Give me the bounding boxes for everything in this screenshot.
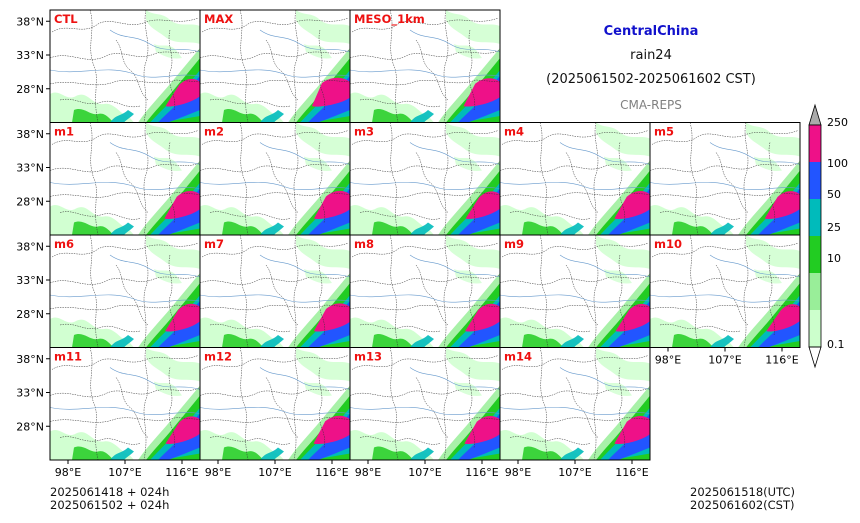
- colorbar-tick-label: 0.1: [827, 338, 845, 351]
- panel-map: m13: [349, 347, 501, 461]
- figure-variable: rain24: [630, 48, 672, 63]
- colorbar-tick-label: 25: [827, 221, 841, 234]
- colorbar: 0.1 10 25 50 100 250: [808, 103, 848, 369]
- lon-tick-label: 98°E: [55, 466, 81, 479]
- panel-label: m11: [54, 350, 82, 364]
- panel-label: m8: [354, 237, 374, 251]
- panel-map: m8: [349, 234, 501, 348]
- lat-tick-label: 33°N: [16, 387, 44, 400]
- colorbar-over-arrow: [808, 103, 822, 126]
- panel-label: m4: [504, 125, 524, 139]
- panel-map: CTL: [49, 9, 201, 123]
- panel-label: MAX: [204, 12, 233, 26]
- lat-tick-label: 33°N: [16, 49, 44, 62]
- panel-map: m6: [49, 234, 201, 348]
- lat-tick-label: 28°N: [16, 195, 44, 208]
- lon-tick-label: 107°E: [108, 466, 141, 479]
- lon-tick-label: 98°E: [505, 466, 531, 479]
- panel-label: m1: [54, 125, 74, 139]
- panel-label: m12: [204, 350, 232, 364]
- colorbar-tick-label: 250: [827, 116, 848, 129]
- panel-map: MESO_1km: [349, 9, 501, 123]
- lon-tick-label: 107°E: [708, 354, 741, 367]
- panel-map: MAX: [199, 9, 351, 123]
- figure-title: CentralChina: [603, 24, 699, 39]
- panel-label: m9: [504, 237, 524, 251]
- panel-label: MESO_1km: [354, 12, 425, 27]
- colorbar-segment: [809, 162, 821, 199]
- lon-tick-label: 116°E: [165, 466, 198, 479]
- colorbar-tick-label: 10: [827, 252, 841, 265]
- lon-tick-label: 98°E: [355, 466, 381, 479]
- panel-map: m1: [49, 122, 201, 236]
- colorbar-under-arrow: [808, 346, 822, 369]
- lat-tick-label: 33°N: [16, 274, 44, 287]
- panel-label: m14: [504, 350, 532, 364]
- colorbar-segment: [809, 125, 821, 162]
- panel-label: m2: [204, 125, 224, 139]
- footer-init-cst: 2025061502 + 024h: [50, 498, 170, 512]
- panel-map: m4: [499, 122, 651, 236]
- panel-label: m3: [354, 125, 374, 139]
- lon-tick-label: 98°E: [205, 466, 231, 479]
- footer-init-utc: 2025061418 + 024h: [50, 485, 170, 499]
- panel-label: m7: [204, 237, 224, 251]
- colorbar-tick-label: 100: [827, 157, 848, 170]
- lat-tick-label: 38°N: [16, 240, 44, 253]
- colorbar-segment: [809, 199, 821, 236]
- figure-period: (2025061502-2025061602 CST): [546, 72, 756, 87]
- lon-tick-label: 116°E: [315, 466, 348, 479]
- footer-valid-utc: 2025061518(UTC): [690, 485, 795, 499]
- panel-label: CTL: [54, 12, 78, 26]
- lon-tick-label: 107°E: [558, 466, 591, 479]
- lat-tick-label: 28°N: [16, 83, 44, 96]
- panel-map: m10: [649, 234, 801, 348]
- colorbar-tick-label: 50: [827, 188, 841, 201]
- lon-tick-label: 107°E: [258, 466, 291, 479]
- panel-map: m9: [499, 234, 651, 348]
- lon-tick-label: 116°E: [765, 354, 798, 367]
- lat-tick-label: 28°N: [16, 308, 44, 321]
- lat-tick-label: 38°N: [16, 15, 44, 28]
- panel-map: m14: [499, 347, 651, 461]
- lon-tick-label: 116°E: [465, 466, 498, 479]
- lon-tick-label: 107°E: [408, 466, 441, 479]
- panel-map: m3: [349, 122, 501, 236]
- panel-label: m6: [54, 237, 74, 251]
- panel-map: m5: [649, 122, 801, 236]
- figure-source: CMA-REPS: [620, 98, 682, 112]
- lon-tick-label: 116°E: [615, 466, 648, 479]
- colorbar-segment: [809, 273, 821, 310]
- panel-map: m11: [49, 347, 201, 461]
- panel-label: m13: [354, 350, 382, 364]
- panel-map: m2: [199, 122, 351, 236]
- lat-tick-label: 28°N: [16, 420, 44, 433]
- lat-tick-label: 33°N: [16, 162, 44, 175]
- panel-map: m7: [199, 234, 351, 348]
- panel-map: m12: [199, 347, 351, 461]
- panel-label: m5: [654, 125, 674, 139]
- colorbar-segment: [809, 310, 821, 347]
- lat-tick-label: 38°N: [16, 353, 44, 366]
- colorbar-segment: [809, 236, 821, 273]
- panel-label: m10: [654, 237, 682, 251]
- footer-valid-cst: 2025061602(CST): [690, 498, 795, 512]
- lon-tick-label: 98°E: [655, 354, 681, 367]
- lat-tick-label: 38°N: [16, 128, 44, 141]
